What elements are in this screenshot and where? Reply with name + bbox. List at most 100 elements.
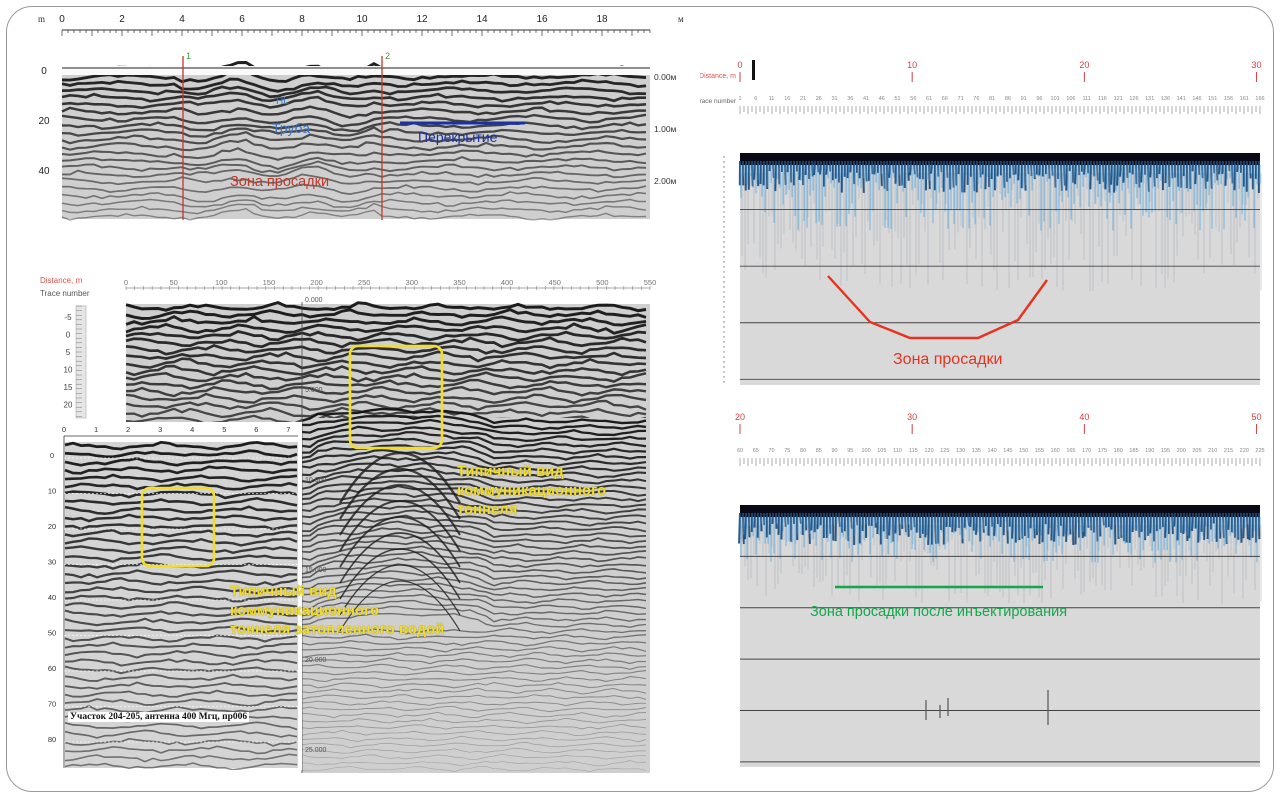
- scale-dot: [723, 301, 725, 303]
- noise-stroke: [1083, 512, 1086, 537]
- trace-tick-label: 156: [1224, 96, 1233, 102]
- reflection-line: [301, 509, 647, 527]
- reflection-line: [61, 85, 647, 99]
- reflection-line: [64, 721, 298, 731]
- reflection-line: [64, 513, 298, 523]
- hyperbola-arc: [339, 532, 461, 584]
- radargram-middle: 0 50 100 150 200 250 300 350 400 450 500 550 -5 0 5 10 1…: [40, 268, 660, 773]
- noise-stroke: [1089, 160, 1092, 190]
- trace-tick-label: 215: [1224, 448, 1233, 454]
- reflection-line: [125, 385, 647, 398]
- distance-tick-label: 0: [737, 60, 742, 70]
- reflection-line: [125, 330, 647, 342]
- noise-stroke: [1065, 512, 1068, 542]
- reflection-line: [64, 449, 298, 459]
- trace-tick-label: 121: [1114, 96, 1123, 102]
- reflection-line: [64, 705, 298, 714]
- noise-stroke: [1113, 160, 1116, 193]
- reflection-line: [64, 456, 298, 467]
- noise-stroke: [892, 512, 895, 542]
- reflection-line: [61, 131, 647, 145]
- scale-dot: [723, 251, 725, 253]
- scale-dot: [723, 221, 725, 223]
- noise-stroke: [1149, 512, 1152, 534]
- scale-dot: [723, 201, 725, 203]
- scale-dot: [723, 331, 725, 333]
- reflection-line: [64, 625, 298, 634]
- depth-ruler: [75, 305, 87, 419]
- reflection-line: [301, 766, 647, 772]
- reflection-line: [301, 514, 647, 533]
- noise-stroke: [753, 512, 756, 528]
- scale-dot: [723, 286, 725, 288]
- caption-flooded-line2: коммуникационного: [230, 603, 380, 619]
- trace-tick-label: 36: [847, 96, 853, 102]
- noise-stroke: [742, 512, 745, 545]
- scale-dot: [723, 261, 725, 263]
- trace-tick-label: 80: [800, 448, 806, 454]
- scale-dot: [723, 291, 725, 293]
- scale-dot: [723, 361, 725, 363]
- scale-dot: [723, 351, 725, 353]
- scale-dot: [723, 246, 725, 248]
- noise-stroke: [759, 160, 762, 185]
- trace-tick-label: 70: [768, 448, 774, 454]
- trace-tick-label: 31: [831, 96, 837, 102]
- noise-stroke: [1140, 160, 1143, 183]
- hyperbola-arc: [339, 548, 461, 600]
- tube-label: Труба: [272, 120, 311, 136]
- x-tick-label: 200: [310, 278, 323, 287]
- y-tick-label: 20: [48, 522, 56, 531]
- y-tick-label: 60: [48, 664, 56, 673]
- reflection-line: [64, 737, 298, 747]
- reflection-line: [125, 322, 647, 335]
- x-tick-label: 10: [356, 14, 368, 25]
- noise-stroke: [808, 512, 811, 544]
- reflection-line: [61, 121, 647, 133]
- reflection-line: [64, 585, 298, 595]
- trace-tick-label: 75: [784, 448, 790, 454]
- reflection-line: [301, 627, 647, 635]
- reflection-line: [301, 711, 647, 719]
- scale-dot: [723, 356, 725, 358]
- reflection-line: [301, 534, 647, 550]
- trace-tick-label: 205: [1192, 448, 1201, 454]
- trace-tick-label: 160: [1051, 448, 1060, 454]
- noise-stroke: [1194, 160, 1197, 185]
- trace-tick-label: 151: [1208, 96, 1217, 102]
- reflection-line: [301, 717, 647, 725]
- reflection-line: [301, 741, 647, 749]
- reflection-line: [125, 399, 647, 411]
- hyperbola-arc: [339, 564, 461, 616]
- reflection-line: [61, 156, 647, 171]
- time-tick-label: 10.000: [305, 477, 327, 484]
- scale-dot: [723, 281, 725, 283]
- trace-tick-label: 146: [1192, 96, 1201, 102]
- noise-stroke: [1191, 512, 1194, 531]
- noise-stroke: [1110, 512, 1113, 530]
- reflection-line: [64, 473, 298, 483]
- trace-tick-label: 220: [1240, 448, 1249, 454]
- x-tick-label: 4: [179, 14, 185, 25]
- reflection-line: [301, 676, 647, 683]
- noise-stroke: [1110, 160, 1113, 185]
- trace-tick-label: 210: [1208, 448, 1217, 454]
- x-tick-label: 8: [299, 14, 305, 25]
- noise-stroke: [753, 160, 756, 180]
- trace-tick-label: 141: [1177, 96, 1186, 102]
- reflection-line: [64, 745, 298, 755]
- scale-dot: [723, 186, 725, 188]
- time-tick-label: 0.00м: [654, 72, 677, 82]
- noise-stroke: [813, 160, 816, 176]
- reflection-line: [64, 729, 298, 739]
- noise-stroke: [1074, 160, 1077, 185]
- x-tick-label: 1: [94, 425, 98, 434]
- noise-stroke: [1014, 160, 1017, 175]
- scale-dot: [723, 311, 725, 313]
- x-tick-label: 350: [453, 278, 466, 287]
- noise-stroke: [819, 160, 822, 175]
- radargram-middle-plot: 0 50 100 150 200 250 300 350 400 450 500 550-505101…: [64, 278, 656, 773]
- reflection-line: [301, 520, 647, 539]
